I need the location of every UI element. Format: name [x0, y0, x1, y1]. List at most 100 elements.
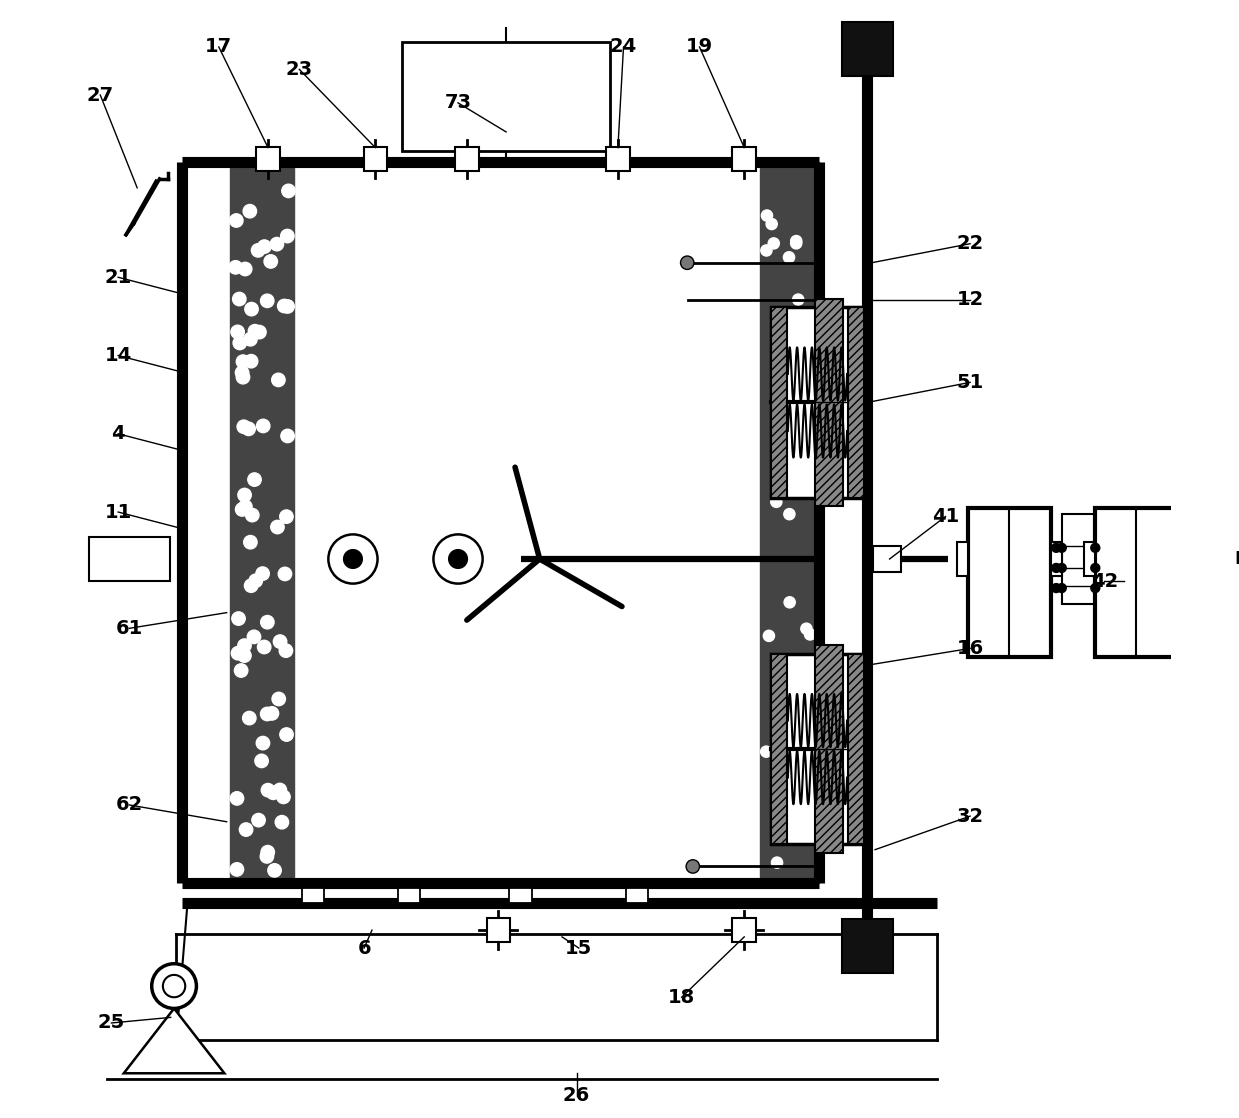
Text: 4: 4: [112, 425, 125, 443]
Text: 51: 51: [957, 373, 984, 391]
Circle shape: [239, 823, 253, 836]
Circle shape: [1090, 563, 1100, 572]
Circle shape: [237, 420, 250, 434]
Circle shape: [795, 699, 807, 710]
Circle shape: [280, 510, 294, 523]
Circle shape: [260, 616, 274, 629]
Circle shape: [235, 503, 249, 517]
Circle shape: [797, 479, 808, 490]
Circle shape: [235, 366, 249, 379]
Bar: [301, 888, 323, 903]
Circle shape: [230, 863, 244, 877]
Circle shape: [1057, 584, 1067, 593]
Bar: [363, 146, 387, 171]
Text: 16: 16: [957, 639, 984, 657]
Circle shape: [763, 631, 774, 642]
Circle shape: [273, 784, 286, 797]
Circle shape: [256, 419, 270, 433]
Circle shape: [1052, 563, 1061, 572]
Circle shape: [249, 574, 263, 587]
Bar: [849, 654, 864, 844]
Text: 23: 23: [286, 60, 312, 78]
Circle shape: [234, 664, 248, 678]
Circle shape: [238, 648, 252, 662]
Circle shape: [762, 210, 773, 221]
Circle shape: [230, 325, 244, 339]
Bar: [841, 919, 893, 973]
Circle shape: [761, 746, 772, 757]
Circle shape: [244, 332, 258, 345]
Circle shape: [1090, 543, 1100, 552]
Circle shape: [265, 707, 279, 720]
Bar: [1176, 542, 1187, 576]
Circle shape: [258, 240, 271, 254]
Circle shape: [275, 815, 289, 828]
Circle shape: [680, 256, 694, 269]
Circle shape: [281, 429, 295, 443]
Circle shape: [229, 214, 243, 227]
Circle shape: [238, 263, 252, 276]
Circle shape: [789, 382, 800, 394]
Circle shape: [239, 500, 252, 513]
Bar: [968, 508, 1051, 657]
Circle shape: [686, 860, 700, 873]
Text: 32: 32: [957, 807, 984, 825]
Circle shape: [783, 252, 794, 263]
Text: 25: 25: [98, 1014, 125, 1032]
Bar: [815, 299, 843, 506]
Circle shape: [280, 229, 294, 243]
Bar: [1062, 514, 1095, 604]
Circle shape: [808, 688, 819, 699]
Circle shape: [252, 814, 265, 827]
Bar: [841, 22, 893, 76]
Bar: [509, 888, 532, 903]
Circle shape: [804, 628, 815, 639]
Circle shape: [237, 370, 250, 383]
Circle shape: [260, 294, 274, 307]
Circle shape: [766, 218, 777, 229]
Text: 24: 24: [610, 38, 637, 56]
Circle shape: [237, 354, 250, 368]
Circle shape: [151, 964, 197, 1008]
Circle shape: [807, 392, 819, 404]
Circle shape: [261, 784, 275, 797]
Text: 19: 19: [686, 38, 714, 56]
Circle shape: [1177, 584, 1186, 593]
Text: 17: 17: [206, 38, 233, 56]
Circle shape: [255, 755, 269, 768]
Bar: [815, 645, 843, 853]
Circle shape: [1090, 584, 1100, 593]
Circle shape: [281, 300, 295, 313]
Circle shape: [233, 337, 247, 350]
Circle shape: [790, 236, 802, 247]
Circle shape: [233, 292, 247, 305]
Circle shape: [238, 489, 252, 502]
Circle shape: [268, 864, 281, 878]
Text: 14: 14: [104, 347, 131, 364]
Bar: [957, 542, 968, 576]
Circle shape: [271, 520, 284, 533]
Circle shape: [793, 294, 804, 305]
Bar: [626, 888, 648, 903]
Bar: [1084, 542, 1095, 576]
Circle shape: [790, 238, 802, 249]
Text: M: M: [1234, 550, 1239, 568]
Circle shape: [773, 771, 784, 783]
Circle shape: [244, 536, 258, 549]
Circle shape: [449, 549, 468, 569]
Circle shape: [771, 496, 782, 508]
Circle shape: [343, 549, 363, 569]
Circle shape: [278, 300, 291, 313]
Circle shape: [243, 205, 256, 218]
Circle shape: [773, 415, 784, 426]
Text: 18: 18: [668, 988, 695, 1006]
Circle shape: [258, 641, 271, 654]
Circle shape: [245, 509, 259, 522]
Circle shape: [232, 646, 245, 660]
Circle shape: [162, 975, 186, 997]
Circle shape: [260, 850, 274, 863]
Text: 15: 15: [565, 939, 592, 957]
Circle shape: [771, 789, 782, 800]
Text: 26: 26: [563, 1087, 590, 1105]
Circle shape: [774, 710, 786, 721]
